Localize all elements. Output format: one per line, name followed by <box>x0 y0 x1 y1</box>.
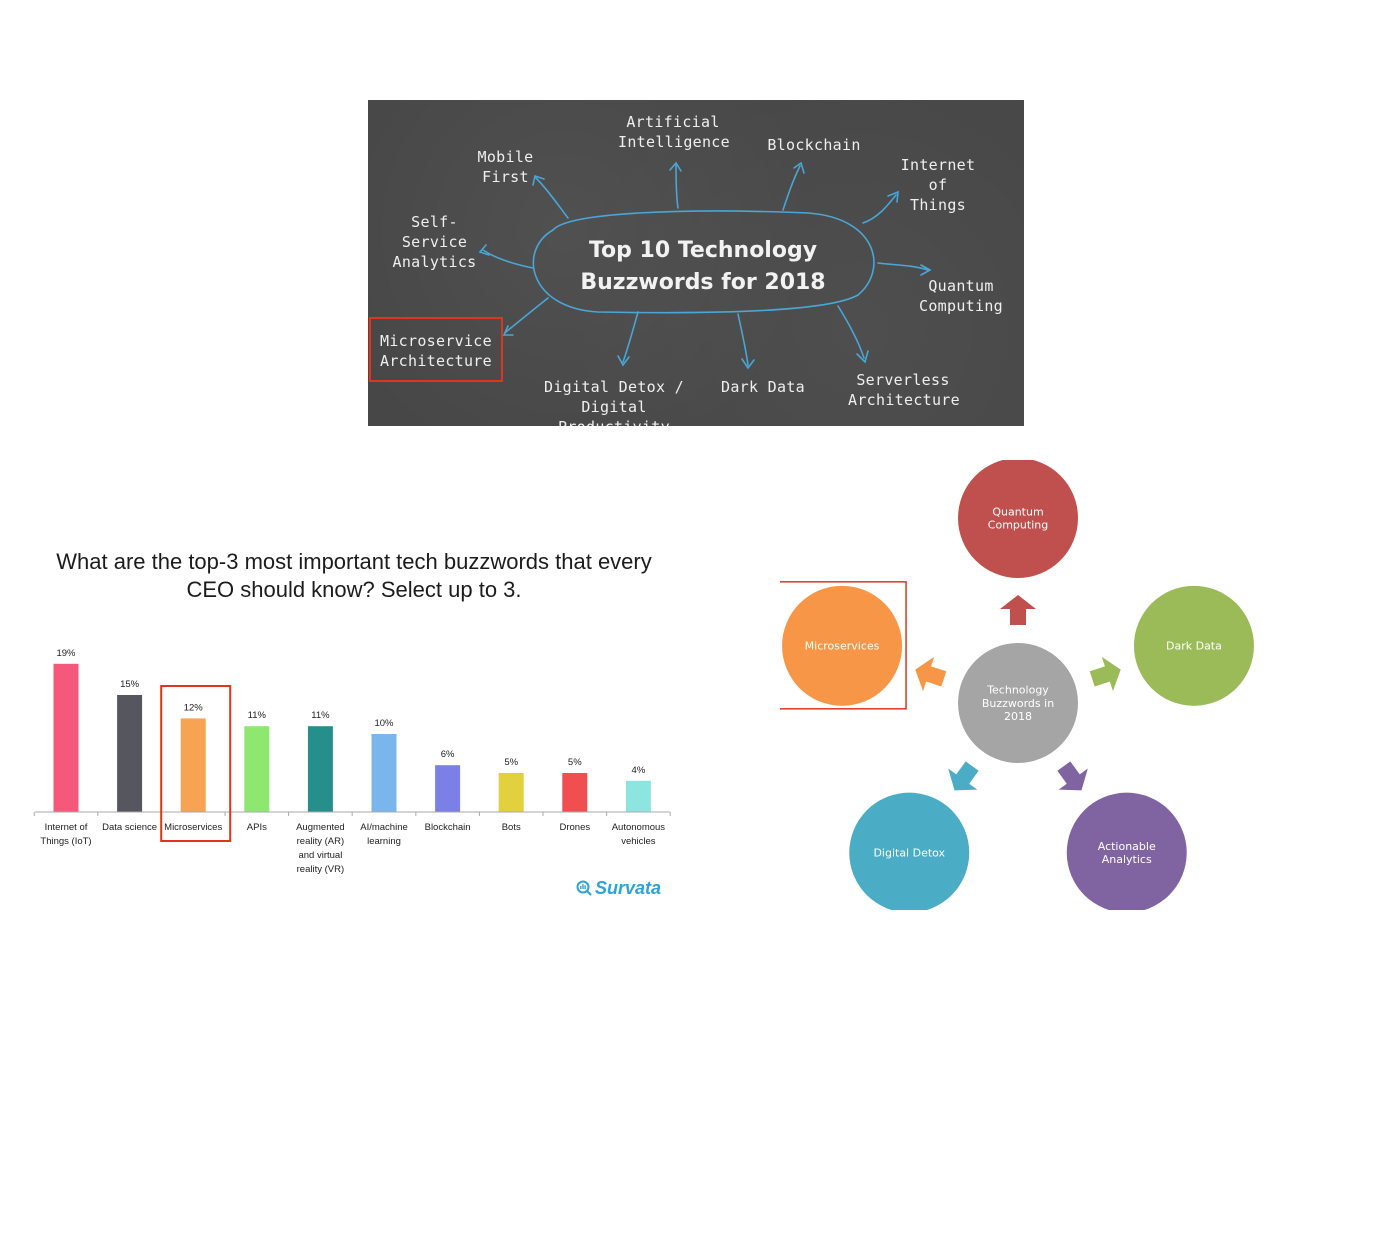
bar <box>53 663 79 812</box>
highlight-box-microservice-architecture <box>369 317 503 382</box>
board-item-microservice: Microservice Architecture <box>380 332 492 370</box>
cycle-node-circle <box>849 792 970 910</box>
category-label: Augmented reality (AR) and virtual reality … <box>296 822 345 875</box>
spoke-mobile <box>535 177 569 219</box>
category-label: Internet of Things (IoT) <box>40 822 91 847</box>
cycle-node-label: Microservices <box>805 640 880 653</box>
survey-bar-chart: 19% 15% 12% 11% 11% 10% 6% 5% 5% 4% Internet of Th… <box>33 648 671 875</box>
cycle-center-circle <box>958 643 1078 763</box>
category-label: APIs <box>247 822 267 833</box>
bar <box>307 726 333 812</box>
cycle-arrow-icon <box>1000 595 1036 625</box>
bar-value-label: 11% <box>248 710 267 721</box>
cycle-node-label: Quantum Computing <box>988 505 1048 531</box>
spoke-microservice <box>505 297 549 333</box>
cycle-arrow-icon <box>1089 656 1121 692</box>
board-item-mobile: Mobile First <box>477 148 534 186</box>
board-item-serverless: Serverless Architecture <box>848 371 960 409</box>
bar-value-label: 11% <box>311 710 330 721</box>
center-oval <box>532 210 875 314</box>
chalk-doodle-lines <box>478 161 932 370</box>
bar-value-label: 5% <box>568 757 582 768</box>
cycle-center-label: Technology Buzzwords in 2018 <box>982 684 1054 723</box>
cycle-node-circle <box>958 460 1078 578</box>
spoke-quantum <box>877 262 929 271</box>
spoke-blockchain <box>782 165 801 211</box>
board-item-iot: Internet of Things <box>900 156 976 214</box>
board-item-darkdata: Dark Data <box>721 378 805 396</box>
bar <box>435 765 461 812</box>
bar <box>562 773 588 812</box>
cycle-node-circle <box>782 585 903 706</box>
bar-value-label: 15% <box>120 679 140 690</box>
board-item-detox: Digital Detox / Digital Productivity <box>544 378 684 426</box>
survata-logo: Survata <box>576 877 661 901</box>
bar-value-label: 19% <box>56 648 76 659</box>
board-title: Top 10 Technology Buzzwords for 2018 <box>580 238 826 295</box>
bar-value-label: 4% <box>632 765 646 776</box>
category-label: Autonomous vehicles <box>612 822 666 847</box>
bar <box>244 726 270 812</box>
spoke-serverless <box>837 305 865 359</box>
bar-value-label: 10% <box>374 718 394 729</box>
category-label: Data science <box>102 822 157 833</box>
cycle-arrow-icon <box>1057 761 1088 791</box>
bar <box>498 773 524 812</box>
spoke-ai <box>675 164 679 209</box>
board-item-selfservice: Self-Service Analytics <box>392 213 477 271</box>
board-item-ai: Artificial Intelligence <box>618 113 730 151</box>
cycle-node-label: Digital Detox <box>873 847 945 860</box>
spoke-selfservice <box>482 249 534 269</box>
cycle-node-circle <box>1066 792 1187 910</box>
cycle-node-label: Actionable Analytics <box>1098 840 1156 866</box>
cycle-arrow-icon <box>948 761 979 791</box>
board-item-blockchain: Blockchain <box>767 136 861 154</box>
category-label: Bots <box>502 822 521 833</box>
spoke-iot <box>862 194 897 224</box>
buzzword-cycle-diagram: Technology Buzzwords in 2018 Quantum Computi… <box>780 460 1254 910</box>
category-label: AI/machine learning <box>360 822 408 847</box>
bar-value-label: 5% <box>504 757 518 768</box>
highlight-box-microservices-bar <box>160 685 232 842</box>
magnifier-chart-icon <box>576 879 592 901</box>
survey-title: What are the top-3 most important tech b… <box>56 549 652 602</box>
cycle-node-circle <box>1133 585 1254 706</box>
category-label: Microservices <box>164 822 222 833</box>
category-label: Drones <box>559 822 590 833</box>
bar-value-label: 12% <box>184 702 204 713</box>
chalkboard-image: Top 10 Technology Buzzwords for 2018 Art… <box>368 100 1024 426</box>
spoke-darkdata <box>737 313 749 366</box>
survata-brand-text: Survata <box>595 878 662 898</box>
bar <box>625 780 651 812</box>
cycle-node-label: Dark Data <box>1166 640 1222 653</box>
board-item-quantum: Quantum Computing <box>919 277 1003 315</box>
spoke-detox <box>622 311 639 363</box>
bar <box>180 718 206 812</box>
highlight-box-microservices-node <box>780 581 907 710</box>
bar <box>117 695 143 812</box>
bar-value-label: 6% <box>441 749 455 760</box>
cycle-arrow-icon <box>915 656 947 692</box>
category-label: Blockchain <box>425 822 471 833</box>
bar <box>371 734 397 812</box>
